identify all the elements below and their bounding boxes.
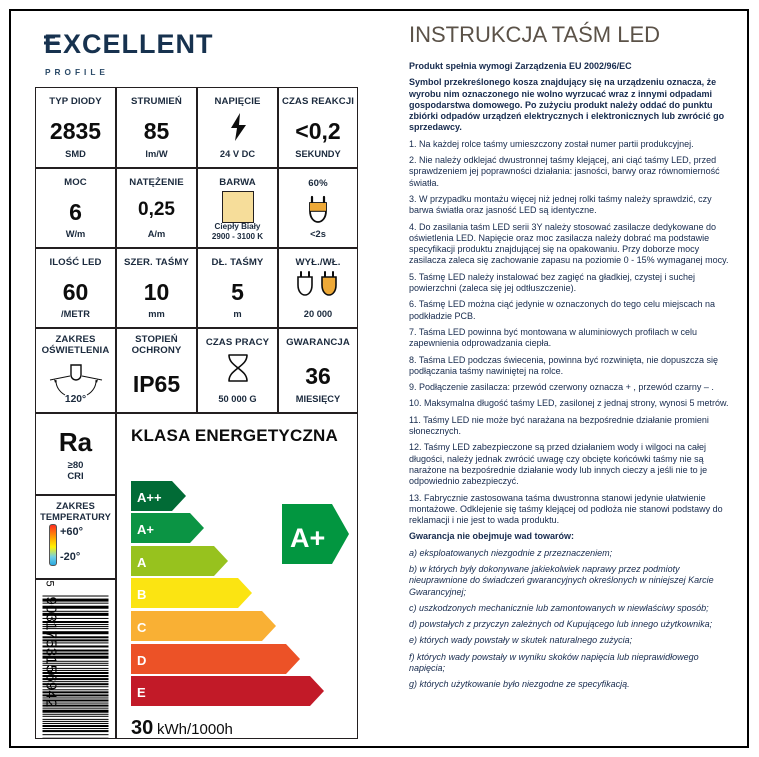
svg-text:5: 5 [44,581,56,588]
svg-text:A: A [137,555,147,570]
svg-text:A+: A+ [290,523,325,553]
svg-text:EXCELLENT: EXCELLENT [44,29,214,59]
svg-text:D: D [137,653,146,668]
svg-text:30: 30 [131,717,153,739]
svg-text:B: B [137,587,146,602]
svg-text:C: C [137,620,147,635]
svg-text:E: E [137,685,146,700]
svg-text:A+: A+ [137,522,154,537]
svg-text:kWh/1000h: kWh/1000h [157,721,233,738]
svg-text:A++: A++ [137,490,162,505]
svg-text:9031753156942: 9031753156942 [43,597,60,708]
